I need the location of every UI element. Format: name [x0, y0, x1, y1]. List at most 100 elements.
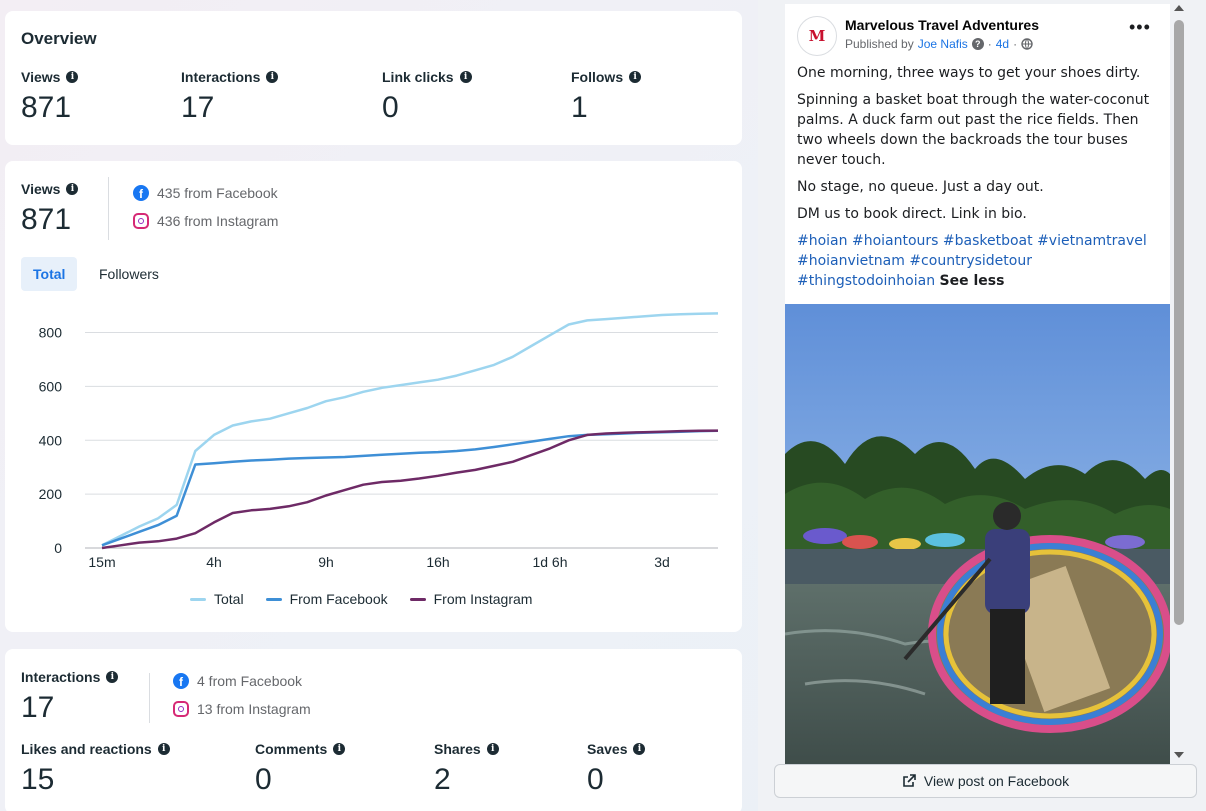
legend-swatch: [409, 597, 426, 601]
views-from-facebook-text: 435 from Facebook: [157, 185, 278, 201]
overview-stat-views: Views i 871: [21, 69, 79, 125]
help-icon[interactable]: ?: [971, 38, 984, 50]
stat-value: 17: [181, 91, 215, 124]
info-icon[interactable]: i: [66, 183, 79, 195]
post-preview: M Marvelous Travel Adventures Published …: [785, 4, 1170, 764]
interactions-summary: Interactions i 17: [21, 669, 119, 725]
y-tick-label: 800: [39, 325, 63, 341]
interactions-from-facebook-text: 4 from Facebook: [197, 673, 303, 689]
x-tick-label: 9h: [318, 554, 334, 570]
info-icon[interactable]: i: [333, 743, 346, 755]
tab-followers[interactable]: Followers: [99, 266, 159, 282]
y-tick-label: 200: [39, 486, 63, 502]
legend-swatch: [265, 597, 282, 601]
info-icon[interactable]: i: [66, 71, 79, 83]
x-tick-label: 1d 6h: [532, 554, 567, 570]
instagram-icon: [133, 213, 149, 229]
series-line-from-instagram[interactable]: [101, 429, 719, 550]
post-paragraph: One morning, three ways to get your shoe…: [797, 65, 1141, 81]
page-avatar[interactable]: M: [797, 16, 837, 56]
stat-label: Interactions: [181, 69, 261, 85]
y-tick-label: 400: [39, 432, 63, 448]
stat-label: Follows: [571, 69, 624, 85]
legend-item-total[interactable]: Total: [190, 591, 244, 607]
info-icon[interactable]: i: [633, 743, 646, 755]
post-hashtags[interactable]: #hoian #hoiantours #basketboat #vietnamt…: [797, 233, 1147, 289]
tab-total[interactable]: Total: [21, 257, 78, 291]
info-icon[interactable]: i: [629, 71, 642, 83]
stat-likes-and-reactions: Likes and reactions i 15: [21, 741, 170, 797]
info-icon[interactable]: i: [486, 743, 499, 755]
stat-value: 0: [587, 763, 604, 796]
stat-label: Saves: [587, 741, 628, 757]
overview-stat-interactions: Interactions i 17: [181, 69, 279, 125]
post-paragraph: No stage, no queue. Just a day out.: [797, 179, 1044, 195]
overview-stat-follows: Follows i 1: [571, 69, 642, 125]
x-tick-label: 3d: [654, 554, 670, 570]
instagram-icon: [173, 701, 189, 717]
legend-item-from-facebook[interactable]: From Facebook: [265, 591, 388, 607]
post-paragraph: Spinning a basket boat through the water…: [797, 92, 1150, 168]
post-hashtags-block: #hoian #hoiantours #basketboat #vietnamt…: [797, 231, 1159, 291]
page-name[interactable]: Marvelous Travel Adventures: [845, 17, 1040, 33]
views-from-instagram-text: 436 from Instagram: [157, 213, 279, 229]
stat-label: Views: [21, 69, 61, 85]
views-summary: Views i 871: [21, 181, 79, 237]
published-by-label: Published by: [845, 37, 914, 51]
view-post-on-facebook-button[interactable]: View post on Facebook: [774, 764, 1197, 798]
more-options-icon[interactable]: •••: [1129, 17, 1151, 37]
post-meta: Published by Joe Nafis ? · 4d ·: [845, 37, 1033, 51]
legend-item-from-instagram[interactable]: From Instagram: [409, 591, 532, 607]
interactions-from-instagram-text: 13 from Instagram: [197, 701, 311, 717]
separator: ·: [987, 37, 992, 51]
x-tick-label: 16h: [426, 554, 449, 570]
post-scrollbar[interactable]: [1172, 0, 1186, 770]
stat-label: Shares: [434, 741, 481, 757]
external-link-icon: [903, 774, 916, 787]
author-link[interactable]: Joe Nafis: [917, 37, 968, 51]
view-post-label: View post on Facebook: [923, 773, 1070, 789]
overview-stat-link-clicks: Link clicks i 0: [382, 69, 472, 125]
x-tick-label: 4h: [206, 554, 222, 570]
separator: ·: [1013, 37, 1018, 51]
y-tick-label: 0: [54, 540, 62, 556]
info-icon[interactable]: i: [157, 743, 170, 755]
divider: [108, 177, 109, 240]
stat-value: 871: [21, 91, 72, 124]
post-body: One morning, three ways to get your shoe…: [797, 63, 1159, 291]
stat-comments: Comments i 0: [255, 741, 346, 797]
overview-title: Overview: [21, 29, 97, 48]
post-image[interactable]: [785, 304, 1170, 764]
stat-label: Likes and reactions: [21, 741, 152, 757]
views-card: Views i 871 f 435 from Facebook 436 from …: [5, 161, 742, 632]
info-icon[interactable]: i: [266, 71, 279, 83]
stat-label: Comments: [255, 741, 328, 757]
x-tick-label: 15m: [88, 554, 115, 570]
series-line-from-facebook[interactable]: [101, 429, 719, 547]
scroll-down-arrow[interactable]: [1174, 752, 1184, 758]
page-logo: M: [808, 27, 826, 45]
overview-card: Overview Views i 871 Interactions i 17 Lin…: [5, 11, 742, 145]
post-age[interactable]: 4d: [995, 37, 1010, 51]
globe-icon: [1021, 38, 1033, 50]
info-icon[interactable]: i: [459, 71, 472, 83]
see-less-link[interactable]: See less: [939, 273, 1005, 289]
stat-value: 0: [255, 763, 272, 796]
legend-swatch: [190, 597, 206, 601]
stat-label: Link clicks: [382, 69, 454, 85]
interactions-label: Interactions: [21, 669, 101, 685]
stat-saves: Saves i 0: [587, 741, 646, 797]
views-value: 871: [21, 203, 72, 236]
stat-shares: Shares i 2: [434, 741, 499, 797]
interactions-value: 17: [21, 691, 55, 724]
views-line-chart: 0 200 400 600 800 15m 4h 9h 16h 1d 6h 3d: [39, 312, 719, 570]
scroll-thumb[interactable]: [1174, 20, 1184, 625]
info-icon[interactable]: i: [106, 671, 119, 683]
stat-value: 0: [382, 91, 399, 124]
series-line-total[interactable]: [101, 312, 719, 547]
views-label: Views: [21, 181, 61, 197]
interactions-card: Interactions i 17 f 4 from Facebook 13 fr…: [5, 649, 742, 811]
scroll-up-arrow[interactable]: [1174, 5, 1184, 11]
post-paragraph: DM us to book direct. Link in bio.: [797, 206, 1027, 222]
interactions-from-facebook: f 4 from Facebook: [173, 673, 302, 689]
